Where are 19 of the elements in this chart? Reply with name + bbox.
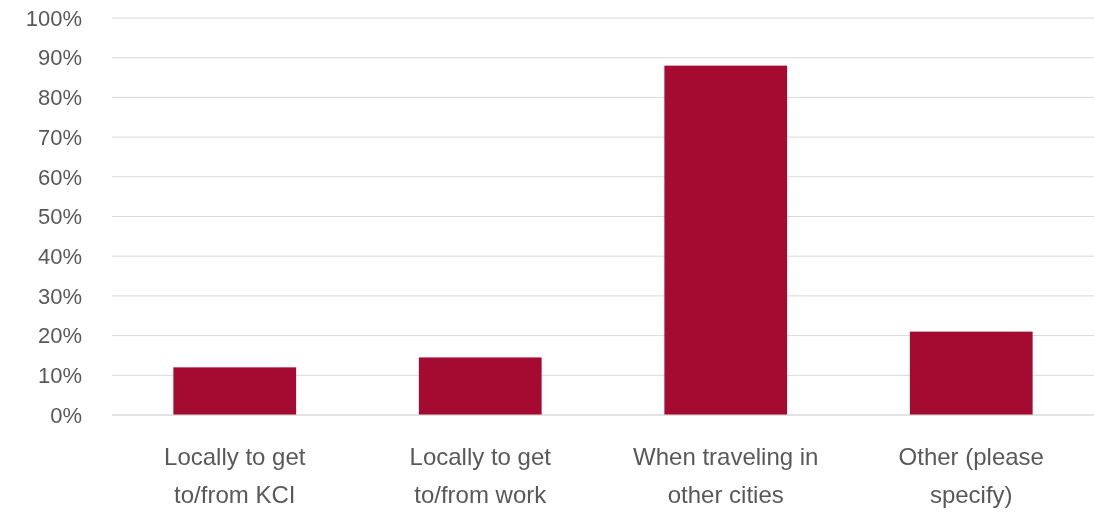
bar [418,357,542,415]
y-tick-label: 40% [37,243,82,269]
y-tick-label: 70% [37,124,82,150]
y-tick-label: 30% [37,283,82,309]
bar [173,367,297,415]
y-tick-label: 0% [50,402,82,428]
bar [909,331,1033,415]
y-tick-label: 60% [37,164,82,190]
y-tick-label: 80% [37,85,82,111]
x-tick-label: Locally to get to/from KCI [164,443,306,508]
y-tick-label: 20% [37,323,82,349]
x-tick-label: Other (please specify) [898,443,1044,508]
y-tick-label: 50% [37,204,82,230]
y-tick-label: 100% [25,5,82,31]
y-tick-label: 90% [37,45,82,71]
bar [664,65,788,415]
x-tick-label: When traveling in other cities [633,443,819,508]
x-tick-label: Locally to get to/from work [409,443,552,508]
y-tick-label: 10% [37,363,82,388]
